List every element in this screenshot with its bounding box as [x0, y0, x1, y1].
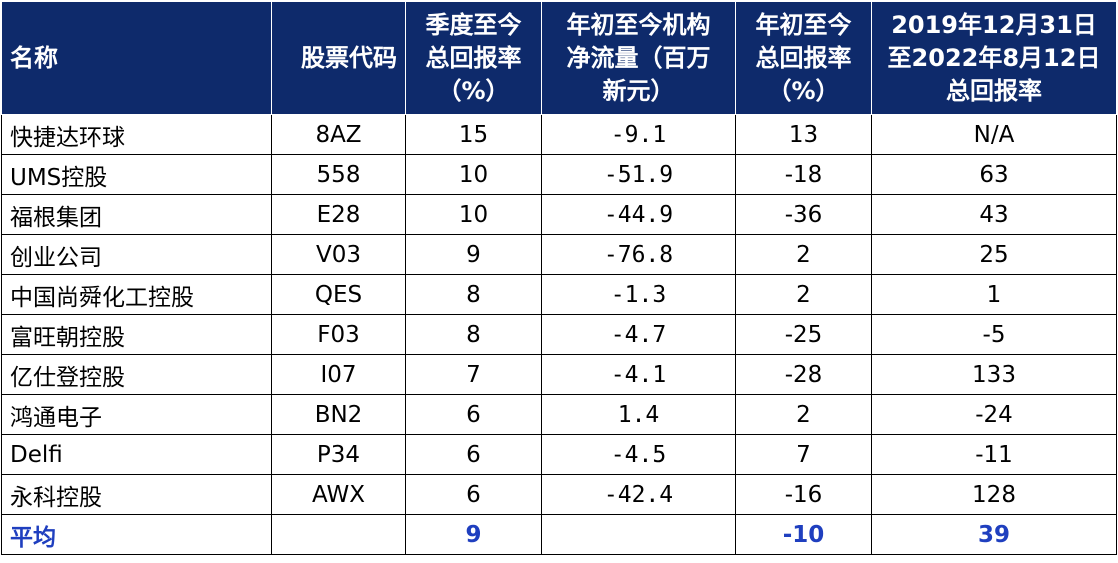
- header-row: 名称 股票代码 季度至今 总回报率 （%） 年初至今机构 净流量（百万 新元） …: [1, 1, 1117, 115]
- cell-qtd-return: 7: [405, 354, 542, 395]
- cell-return-since-2019: 25: [871, 234, 1117, 275]
- cell-qtd-return: 6: [405, 474, 542, 515]
- cell-ytd-net-flow: -9.1: [541, 114, 736, 155]
- table-row: 快捷达环球 8AZ 15 -9.1 13 N/A: [1, 114, 1117, 155]
- cell-ytd-net-flow: -76.8: [541, 234, 736, 275]
- table-row: Delfi P34 6 -4.5 7 -11: [1, 434, 1117, 475]
- cell-return-since-2019: -5: [871, 314, 1117, 355]
- cell-ytd-return: 2: [735, 234, 872, 275]
- cell-qtd-return: 8: [405, 274, 542, 315]
- cell-ytd-net-flow: -51.9: [541, 154, 736, 195]
- table-row: 鸿通电子 BN2 6 1.4 2 -24: [1, 394, 1117, 435]
- cell-ytd-return: 13: [735, 114, 872, 155]
- average-since2019: 39: [871, 514, 1117, 555]
- cell-return-since-2019: 128: [871, 474, 1117, 515]
- cell-qtd-return: 10: [405, 154, 542, 195]
- cell-name: 福根集团: [1, 194, 272, 235]
- cell-return-since-2019: -24: [871, 394, 1117, 435]
- average-row: 平均 9 -10 39: [1, 514, 1117, 555]
- cell-name: Delfi: [1, 434, 272, 475]
- cell-return-since-2019: -11: [871, 434, 1117, 475]
- header-return-since-2019: 2019年12月31日 至2022年8月12日 总回报率: [871, 1, 1117, 115]
- cell-ytd-return: -28: [735, 354, 872, 395]
- cell-code: 8AZ: [271, 114, 406, 155]
- table-row: 创业公司 V03 9 -76.8 2 25: [1, 234, 1117, 275]
- header-name: 名称: [1, 1, 272, 115]
- cell-ytd-net-flow: -4.1: [541, 354, 736, 395]
- cell-return-since-2019: 63: [871, 154, 1117, 195]
- cell-code: 558: [271, 154, 406, 195]
- cell-ytd-return: -18: [735, 154, 872, 195]
- cell-qtd-return: 6: [405, 434, 542, 475]
- cell-name: 创业公司: [1, 234, 272, 275]
- cell-ytd-net-flow: -44.9: [541, 194, 736, 235]
- cell-code: F03: [271, 314, 406, 355]
- cell-ytd-net-flow: -42.4: [541, 474, 736, 515]
- cell-ytd-return: 2: [735, 274, 872, 315]
- cell-name: 永科控股: [1, 474, 272, 515]
- table-row: 永科控股 AWX 6 -42.4 -16 128: [1, 474, 1117, 515]
- header-qtd-return: 季度至今 总回报率 （%）: [405, 1, 542, 115]
- cell-ytd-net-flow: 1.4: [541, 394, 736, 435]
- cell-name: 鸿通电子: [1, 394, 272, 435]
- cell-ytd-return: 2: [735, 394, 872, 435]
- average-label: 平均: [1, 514, 272, 555]
- cell-return-since-2019: 133: [871, 354, 1117, 395]
- cell-code: BN2: [271, 394, 406, 435]
- cell-ytd-net-flow: -1.3: [541, 274, 736, 315]
- cell-code: E28: [271, 194, 406, 235]
- cell-name: UMS控股: [1, 154, 272, 195]
- cell-qtd-return: 9: [405, 234, 542, 275]
- table-row: 亿仕登控股 I07 7 -4.1 -28 133: [1, 354, 1117, 395]
- cell-return-since-2019: N/A: [871, 114, 1117, 155]
- cell-code: P34: [271, 434, 406, 475]
- average-ytd: -10: [735, 514, 872, 555]
- cell-ytd-return: -16: [735, 474, 872, 515]
- average-qtd: 9: [405, 514, 542, 555]
- cell-ytd-return: -25: [735, 314, 872, 355]
- header-code: 股票代码: [271, 1, 406, 115]
- table-row: 福根集团 E28 10 -44.9 -36 43: [1, 194, 1117, 235]
- cell-code: AWX: [271, 474, 406, 515]
- cell-return-since-2019: 1: [871, 274, 1117, 315]
- table-row: 富旺朝控股 F03 8 -4.7 -25 -5: [1, 314, 1117, 355]
- header-ytd-net-flow: 年初至今机构 净流量（百万 新元）: [541, 1, 736, 115]
- cell-qtd-return: 8: [405, 314, 542, 355]
- cell-name: 亿仕登控股: [1, 354, 272, 395]
- table-row: UMS控股 558 10 -51.9 -18 63: [1, 154, 1117, 195]
- cell-qtd-return: 15: [405, 114, 542, 155]
- cell-qtd-return: 6: [405, 394, 542, 435]
- cell-ytd-net-flow: -4.7: [541, 314, 736, 355]
- table-row: 中国尚舜化工控股 QES 8 -1.3 2 1: [1, 274, 1117, 315]
- average-flow: [541, 514, 736, 555]
- cell-name: 快捷达环球: [1, 114, 272, 155]
- cell-code: I07: [271, 354, 406, 395]
- cell-name: 富旺朝控股: [1, 314, 272, 355]
- cell-ytd-return: -36: [735, 194, 872, 235]
- header-ytd-return: 年初至今 总回报率 （%）: [735, 1, 872, 115]
- cell-name: 中国尚舜化工控股: [1, 274, 272, 315]
- cell-code: QES: [271, 274, 406, 315]
- average-code: [271, 514, 406, 555]
- cell-ytd-return: 7: [735, 434, 872, 475]
- cell-qtd-return: 10: [405, 194, 542, 235]
- cell-code: V03: [271, 234, 406, 275]
- cell-ytd-net-flow: -4.5: [541, 434, 736, 475]
- cell-return-since-2019: 43: [871, 194, 1117, 235]
